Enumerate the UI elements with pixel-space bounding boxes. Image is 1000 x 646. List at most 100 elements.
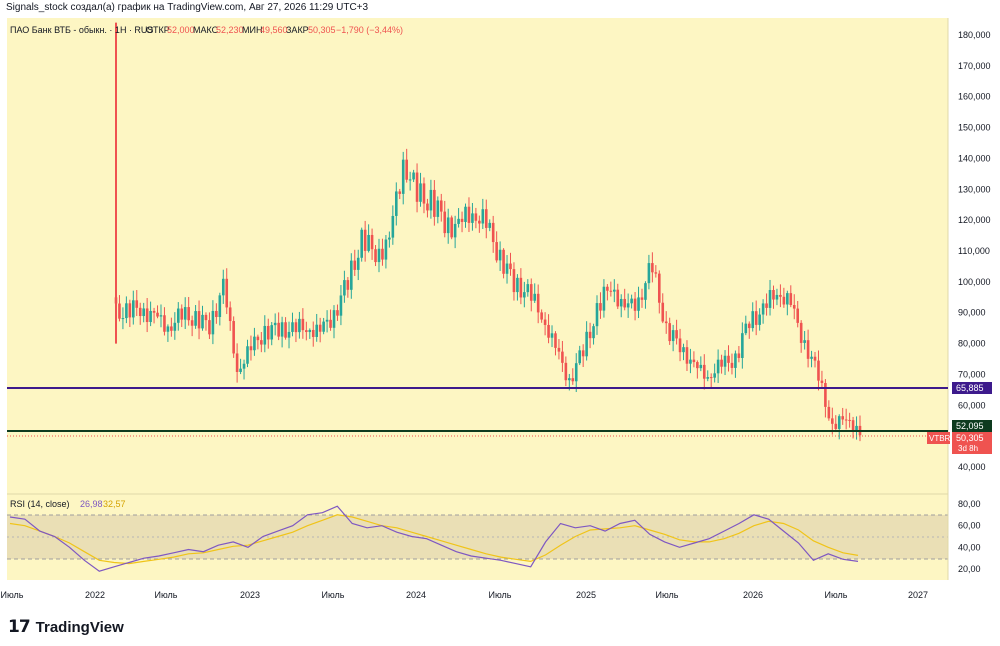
candle-body — [543, 319, 547, 325]
candle-body — [613, 289, 616, 292]
candle-body — [616, 289, 620, 307]
y-tick-label: 100,000 — [958, 277, 991, 287]
candle-body — [266, 325, 270, 340]
last-price-tag — [952, 432, 992, 454]
legend-close-value: 50,305 — [308, 25, 336, 35]
candle-body — [218, 295, 222, 318]
y-tick-label: 90,000 — [958, 308, 986, 318]
candle-body — [381, 248, 384, 260]
chart-credit: Signals_stock создал(а) график на Tradin… — [6, 2, 369, 13]
candle-body — [318, 324, 322, 332]
candle-body — [419, 183, 422, 202]
candle-body — [173, 322, 177, 331]
candle-body — [166, 326, 170, 332]
candle-body — [298, 318, 301, 333]
candle-body — [630, 298, 633, 304]
candle-body — [408, 179, 412, 181]
x-tick-label: 2026 — [743, 590, 763, 600]
candle-body — [820, 380, 824, 384]
candle-body — [315, 324, 319, 337]
candle-body — [239, 368, 242, 372]
candle-body — [367, 234, 370, 251]
candle-body — [215, 310, 218, 318]
x-tick-label: Июль — [322, 590, 345, 600]
candle-body — [661, 302, 665, 322]
legend-change: −1,790 (−3,44%) — [336, 25, 403, 35]
x-tick-label: Июль — [489, 590, 512, 600]
candle-body — [827, 406, 831, 419]
level-bottom-value: 52,095 — [956, 421, 984, 431]
candle-body — [585, 331, 588, 357]
candle-body — [453, 223, 457, 238]
candle-body — [204, 314, 208, 321]
candle-body — [464, 206, 467, 222]
legend-low-label: МИН — [242, 25, 262, 35]
candle-body — [450, 217, 453, 238]
candle-body — [491, 222, 495, 243]
candle-body — [550, 333, 554, 338]
rsi-ma-line — [9, 514, 859, 565]
x-tick-label: Июль — [155, 590, 178, 600]
candle-body — [388, 237, 391, 240]
candle-body — [602, 286, 606, 311]
x-tick-label: 2023 — [240, 590, 260, 600]
rsi-tick-label: 40,00 — [958, 542, 981, 552]
candle-body — [474, 213, 478, 221]
candle-body — [651, 263, 654, 273]
candle-body — [277, 322, 280, 337]
rsi-line — [9, 505, 859, 572]
candle-body — [540, 312, 543, 320]
candle-body — [225, 278, 229, 308]
x-axis: Июль 2022 Июль 2023 Июль 2024 Июль 2025 Июль 2026… — [1, 590, 929, 600]
candle-body — [803, 340, 806, 343]
candle-body — [699, 364, 703, 369]
candle-body — [668, 323, 671, 342]
tradingview-logo-icon: 17 — [8, 617, 31, 637]
candle-body — [263, 325, 267, 345]
candle-body — [422, 183, 426, 204]
candle-body — [152, 310, 156, 313]
candle-body — [346, 280, 350, 290]
candle-body — [588, 331, 592, 339]
candle-body — [564, 362, 568, 381]
candle-body — [772, 289, 775, 300]
candle-body — [765, 303, 768, 308]
rsi-legend-value: 26,98 — [80, 499, 103, 509]
rsi-legend-ma-value: 32,57 — [103, 499, 126, 509]
candle-body — [786, 293, 789, 305]
candle-body — [637, 297, 640, 311]
candle-body — [221, 278, 225, 296]
level-top-tag — [952, 382, 992, 394]
candle-body — [644, 283, 647, 300]
candle-body — [446, 217, 450, 234]
candle-body — [384, 239, 388, 260]
tradingview-brand[interactable]: 17 TradingView — [8, 617, 124, 637]
candle-body — [201, 314, 204, 329]
candle-body — [291, 322, 294, 332]
candle-body — [478, 220, 481, 224]
candle-body — [713, 373, 716, 378]
candle-body — [709, 377, 713, 379]
candle-body — [484, 209, 488, 228]
candle-body — [574, 363, 578, 382]
candle-body — [273, 322, 277, 326]
candle-body — [118, 303, 121, 319]
candle-body — [495, 242, 498, 261]
candle-body — [554, 333, 557, 348]
rsi-axis: 80,00 60,00 40,00 20,00 — [958, 499, 981, 574]
candle-body — [439, 200, 443, 212]
legend-symbol: ПАО Банк ВТБ - обыкн. · 1Н · RUS — [10, 25, 153, 35]
candle-body — [498, 249, 502, 261]
candle-body — [360, 229, 363, 258]
candle-body — [467, 206, 471, 223]
candle-body — [647, 263, 651, 284]
candle-body — [256, 336, 260, 341]
candle-body — [180, 308, 184, 320]
candle-body — [163, 315, 166, 332]
legend-close-label: ЗАКР — [286, 25, 309, 35]
candle-body — [270, 325, 274, 340]
ticker-label: VTBR — [929, 434, 951, 443]
candle-body — [246, 346, 249, 364]
candle-body — [502, 249, 505, 274]
